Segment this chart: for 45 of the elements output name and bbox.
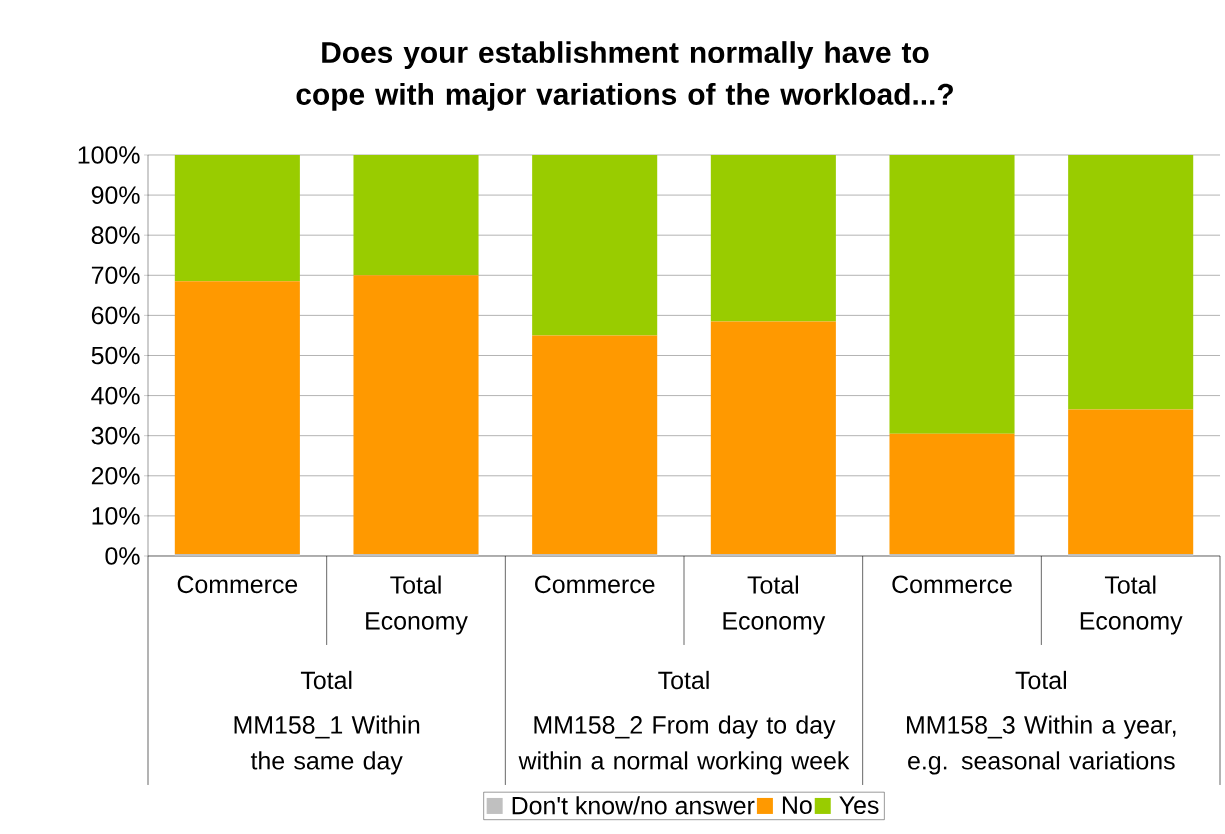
bar	[710, 321, 836, 554]
bar	[174, 154, 300, 282]
text: MM158_2 From day to day within a normal working week	[518, 715, 850, 775]
y-tick-label: 80%	[91, 226, 140, 245]
legend-label: Yes	[839, 796, 879, 815]
text: Total	[300, 670, 352, 690]
bar	[174, 281, 300, 554]
y-tick-label: 30%	[91, 426, 140, 445]
legend-label: Don't know/no answer	[512, 796, 755, 815]
x-tick-label: Total Economy	[723, 575, 826, 635]
bar	[532, 154, 658, 336]
chart-title: Does your establishment normally have to cope with major variations of the workload...?	[296, 41, 953, 111]
text: MM158_1 Within the same day	[234, 715, 420, 775]
bar	[174, 553, 300, 556]
bar	[710, 553, 836, 556]
y-tick-label: 0%	[105, 547, 140, 565]
text: Total	[1015, 670, 1066, 690]
bar	[889, 154, 1015, 434]
y-tick-label: 50%	[91, 346, 140, 365]
legend-label: No	[782, 796, 812, 815]
y-tick-label: 40%	[91, 386, 140, 405]
bar	[1068, 553, 1194, 556]
bar	[353, 553, 479, 556]
bar	[710, 154, 836, 322]
text: Total	[658, 670, 709, 690]
y-tick-label: 100%	[78, 146, 140, 164]
bar	[353, 275, 479, 554]
y-tick-label: 70%	[91, 266, 140, 285]
y-tick-label: 20%	[91, 466, 140, 485]
bar	[889, 553, 1015, 556]
bar	[353, 154, 479, 276]
bar	[889, 433, 1015, 554]
text: MM158_3 Within a year, e.g. seasonal variations	[907, 715, 1176, 775]
y-tick-label: 10%	[92, 507, 140, 525]
bar	[1068, 409, 1194, 554]
x-tick-label: Commerce	[177, 575, 298, 594]
x-tick-label: Total Economy	[366, 575, 468, 635]
x-tick-label: Total Economy	[1080, 575, 1183, 635]
y-tick-label: 90%	[91, 186, 140, 204]
x-tick-label: Commerce	[535, 575, 655, 594]
bar	[532, 335, 658, 554]
y-tick-label: 60%	[91, 306, 140, 325]
bar	[1068, 154, 1194, 410]
bar	[532, 553, 658, 556]
x-tick-label: Commerce	[892, 575, 1012, 594]
